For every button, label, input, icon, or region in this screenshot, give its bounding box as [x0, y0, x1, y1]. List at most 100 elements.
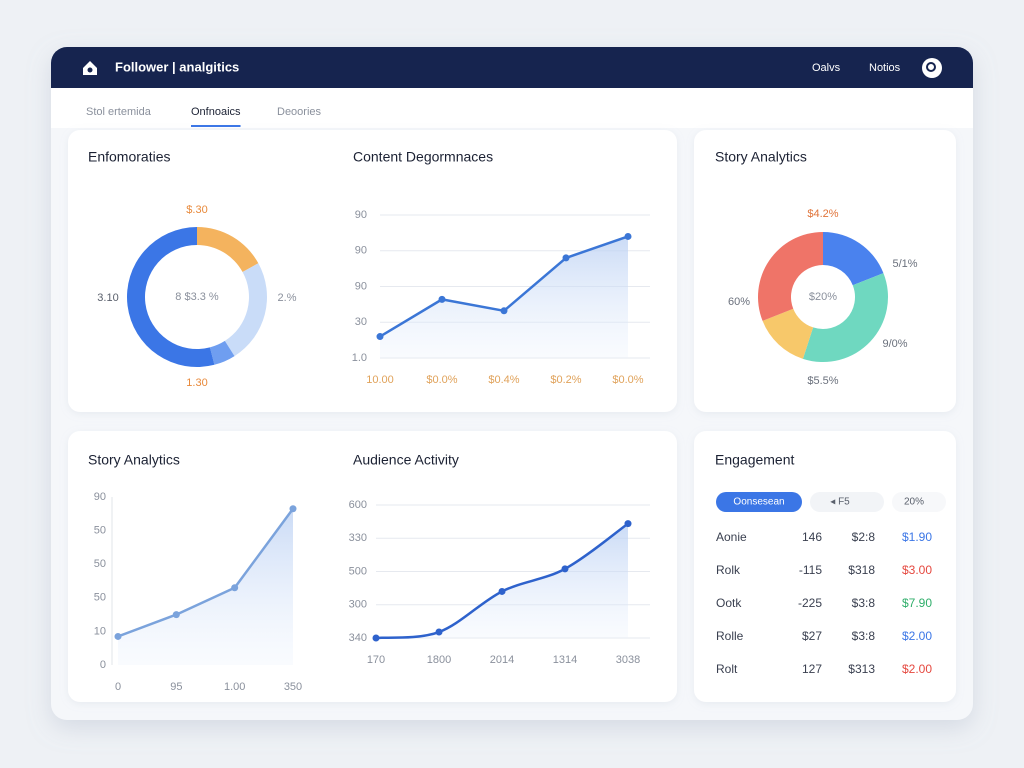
tab[interactable]: Onfnoaics	[191, 106, 241, 118]
y-tick-label: 90	[94, 491, 106, 503]
donut-segment	[209, 340, 235, 365]
donut-label: 1.30	[186, 377, 207, 389]
x-tick-label: 1800	[427, 654, 451, 666]
tab-bar	[51, 88, 973, 128]
filter-label: 20%	[904, 497, 924, 508]
point	[624, 232, 632, 240]
point	[376, 333, 384, 341]
y-tick-label: 0	[100, 659, 106, 671]
point	[172, 611, 180, 619]
filter-pill[interactable]	[892, 492, 946, 512]
donut-label: 3.10	[97, 292, 118, 304]
donut-label: 2.%	[278, 292, 297, 304]
table-cell: 146	[802, 530, 822, 544]
tab[interactable]: Stol ertemida	[86, 106, 152, 118]
table-cell: Rolt	[716, 662, 738, 676]
table-cell: Ootk	[716, 596, 742, 610]
donut-label: $4.2%	[807, 208, 838, 220]
panel-title: Story Analytics	[88, 452, 180, 468]
donut-label: 9/0%	[882, 338, 907, 350]
donut-segment	[224, 263, 267, 357]
donut-segment	[758, 232, 823, 321]
point	[438, 295, 446, 303]
point	[435, 628, 443, 636]
table-cell: Rolle	[716, 629, 744, 643]
y-tick-label: 50	[94, 525, 106, 537]
point	[561, 565, 569, 573]
app-title: Follower | analgitics	[115, 59, 239, 74]
tabs: Stol ertemida Onfnoaics Deoories	[86, 106, 322, 127]
panel-title: Story Analytics	[715, 149, 807, 165]
y-tick-label: 50	[94, 592, 106, 604]
table-cell: $2.00	[902, 662, 932, 676]
panel	[694, 130, 956, 412]
x-tick-label: $0.0%	[426, 374, 457, 386]
point	[372, 634, 380, 642]
table-cell: $1.90	[902, 530, 932, 544]
donut-segment	[762, 308, 814, 359]
nav-link[interactable]: Notios	[869, 62, 901, 74]
area	[380, 236, 628, 358]
y-tick-label: 30	[355, 316, 367, 328]
x-tick-label: 1.00	[224, 681, 245, 693]
header-bar	[51, 47, 973, 88]
table-cell: Rolk	[716, 563, 741, 577]
filter-label: Oonsesean	[733, 497, 784, 508]
table-cell: $313	[848, 662, 875, 676]
area	[118, 508, 293, 665]
y-tick-label: 500	[349, 565, 367, 577]
donut-segment	[197, 227, 259, 272]
y-tick-label: 600	[349, 499, 367, 511]
tab-underline	[191, 125, 241, 127]
y-tick-label: 330	[349, 532, 367, 544]
panel-title: Audience Activity	[353, 452, 459, 468]
x-tick-label: 3038	[616, 654, 640, 666]
panel-title: Engagement	[715, 452, 795, 468]
y-tick-label: 10	[94, 625, 106, 637]
tab[interactable]: Deoories	[277, 106, 322, 118]
table-cell: -225	[798, 596, 822, 610]
y-tick-label: 90	[355, 245, 367, 257]
table-cell: $2.00	[902, 629, 932, 643]
table-cell: $3:8	[852, 629, 876, 643]
donut-label: 5/1%	[892, 258, 917, 270]
table-cell: $3.00	[902, 563, 932, 577]
point	[289, 505, 297, 513]
search-icon	[926, 62, 936, 72]
x-tick-label: 350	[284, 681, 302, 693]
nav-link[interactable]: Oalvs	[812, 62, 841, 74]
point	[231, 584, 239, 592]
y-tick-label: 90	[355, 280, 367, 292]
filter-pill[interactable]	[716, 492, 802, 512]
y-tick-label: 300	[349, 599, 367, 611]
filter-pill[interactable]	[810, 492, 884, 512]
x-tick-label: 10.00	[366, 374, 394, 386]
panel-title: Content Degormnaces	[353, 149, 493, 165]
center-label: $20%	[809, 291, 837, 303]
table-cell: 127	[802, 662, 822, 676]
table-cell: $318	[848, 563, 875, 577]
table-cell: -115	[799, 563, 822, 577]
x-tick-label: $0.2%	[550, 374, 581, 386]
search-button[interactable]	[922, 58, 942, 78]
table-cell: $3:8	[852, 596, 876, 610]
x-tick-label: 2014	[490, 654, 514, 666]
donut-label: $5.5%	[807, 375, 838, 387]
center-label: 8 $3.3 %	[175, 291, 219, 303]
logo-dot	[87, 67, 93, 73]
point	[114, 632, 122, 640]
table-cell: $2:8	[852, 530, 876, 544]
x-tick-label: 0	[115, 681, 121, 693]
y-tick-label: 50	[94, 558, 106, 570]
donut-segment	[802, 273, 889, 362]
table-cell: $27	[802, 629, 822, 643]
point	[562, 254, 570, 262]
panel-title: Enfomoraties	[88, 149, 170, 165]
y-tick-label: 90	[355, 209, 367, 221]
charts: 8 $3.3 % $.30 2.% 1.30 3.10 1.0 30 90 90 90 10.00 $…	[94, 204, 946, 693]
donut-segment	[126, 227, 215, 368]
table-cell: Aonie	[716, 530, 747, 544]
x-tick-label: 170	[367, 654, 385, 666]
